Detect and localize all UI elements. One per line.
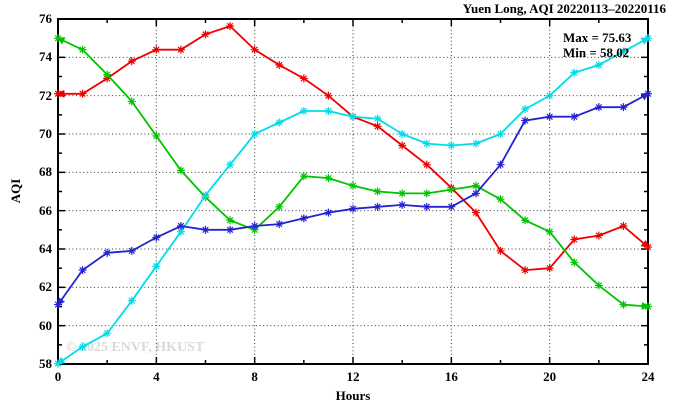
y-tick-label-62: 62 <box>39 279 52 295</box>
x-tick-label-16: 16 <box>444 369 458 384</box>
max-value-label: Max = 75.63 <box>563 30 632 45</box>
plot-canvas <box>54 18 652 368</box>
gridlines <box>58 19 648 364</box>
series-green-line <box>56 37 650 310</box>
x-tick-label-12: 12 <box>346 369 360 384</box>
x-tick-label-24: 24 <box>641 369 655 384</box>
x-tick-label-0: 0 <box>54 369 62 384</box>
min-value-label: Min = 58.02 <box>563 45 630 60</box>
chart-title: Yuen Long, AQI 20220113–20220116 <box>462 1 666 16</box>
plot-frame <box>57 18 649 365</box>
series-blue-markers <box>54 89 652 309</box>
y-tick-label-66: 66 <box>39 202 52 218</box>
y-tick-label-60: 60 <box>39 317 52 333</box>
y-tick-label-72: 72 <box>39 87 52 103</box>
y-tick-label-68: 68 <box>39 164 52 180</box>
y-tick-label-70: 70 <box>39 126 52 141</box>
y-tick-label-76: 76 <box>39 11 52 26</box>
x-axis-title: Hours <box>335 388 371 403</box>
axis-ticks <box>57 18 649 365</box>
y-tick-label-58: 58 <box>39 356 52 371</box>
stats-annotation: Max = 75.63 Min = 58.02 <box>563 30 631 60</box>
plot-area: © 2025 ENVF, HKUST Max = 75.63 Min = 58.… <box>54 18 652 368</box>
y-tick-label-64: 64 <box>39 241 52 256</box>
x-tick-label-8: 8 <box>251 369 258 384</box>
x-tick-label-4: 4 <box>153 369 160 384</box>
x-tick-label-20: 20 <box>543 369 557 384</box>
y-tick-label-74: 74 <box>39 49 52 65</box>
